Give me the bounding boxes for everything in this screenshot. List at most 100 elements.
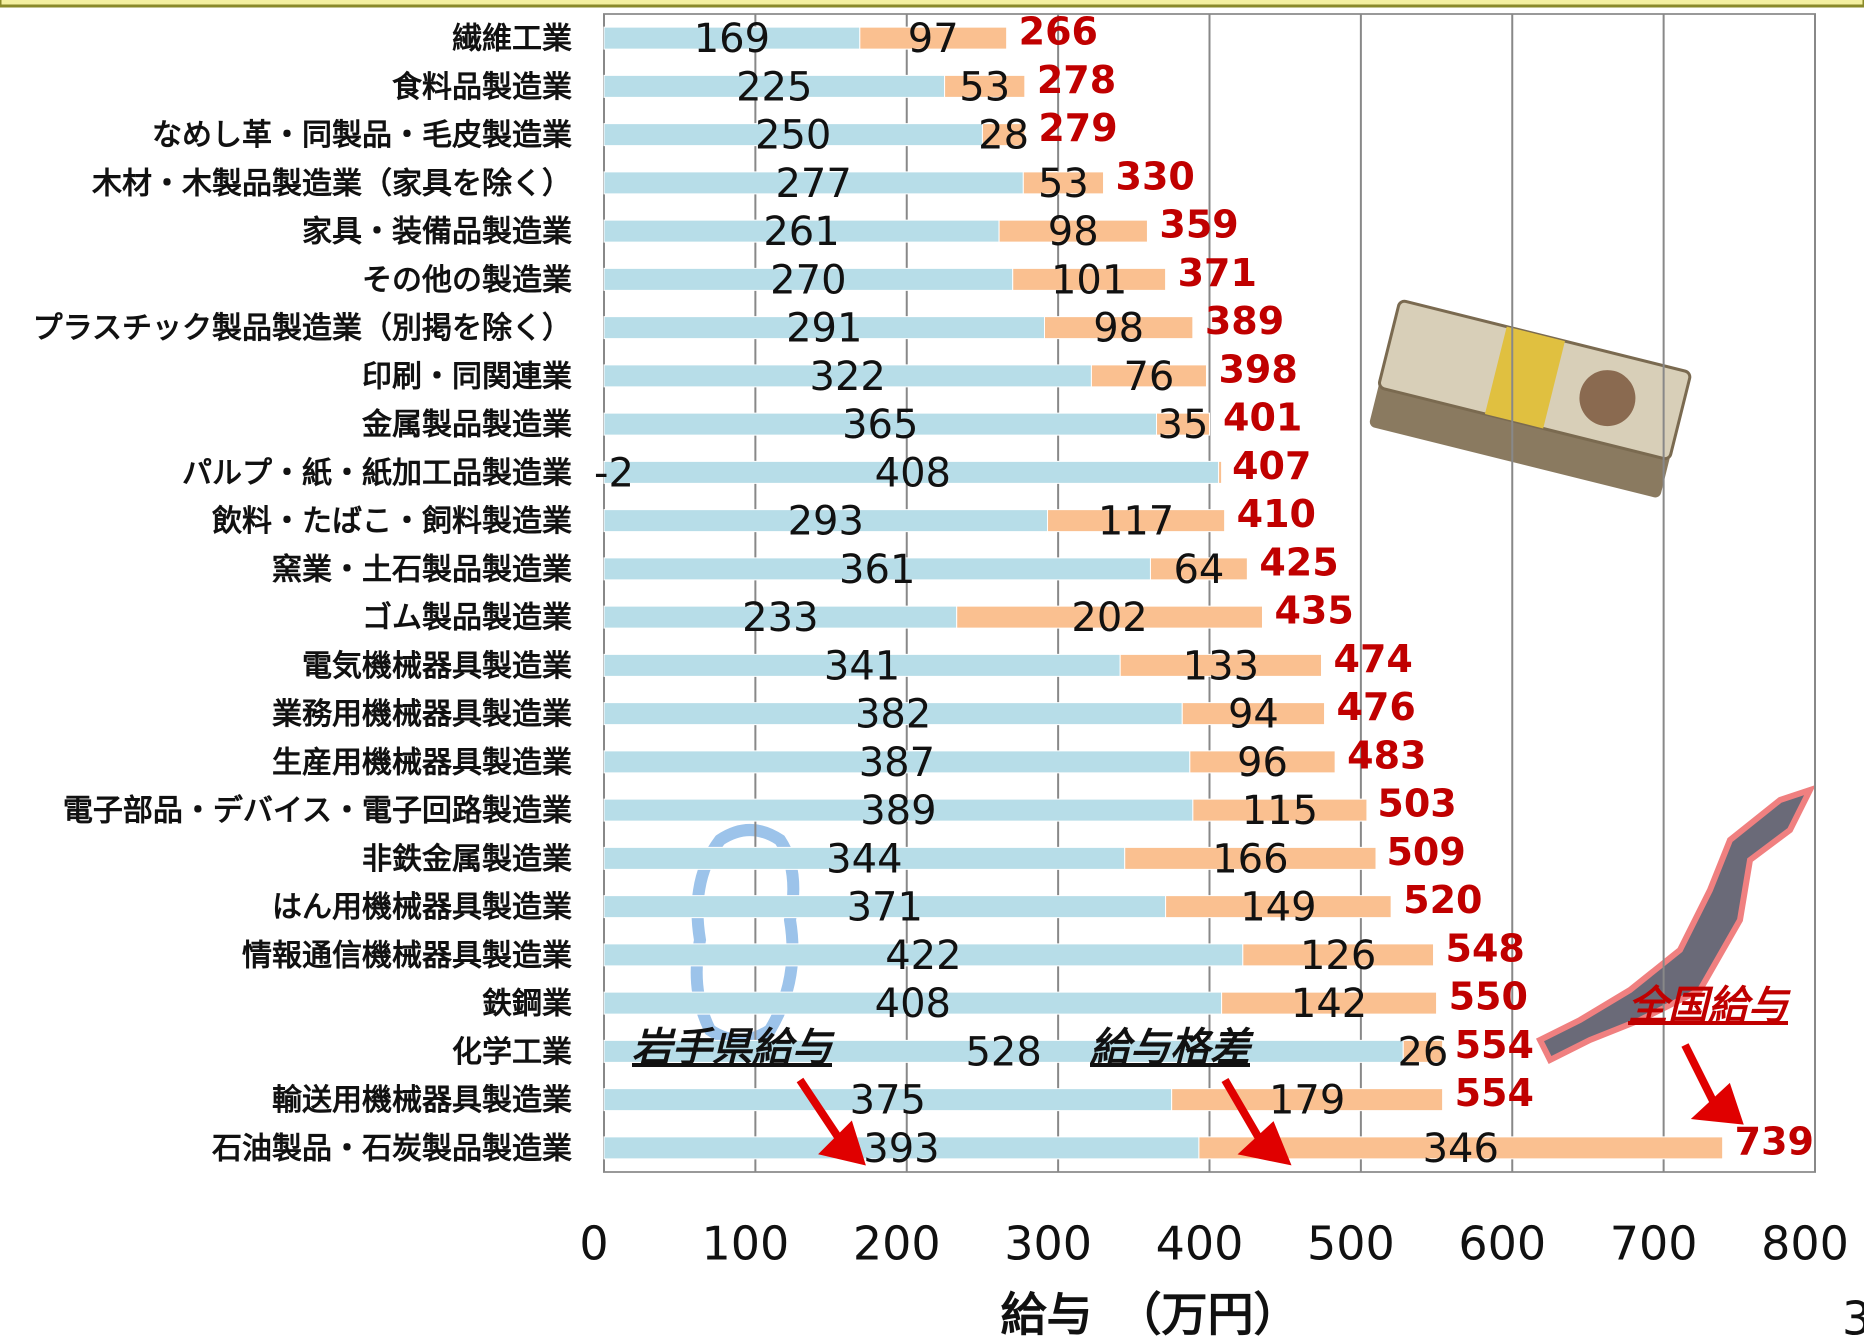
bar-segment xyxy=(859,26,1008,50)
header-band xyxy=(0,0,1864,8)
total-label: 401 xyxy=(1223,396,1302,440)
total-label: 554 xyxy=(1455,1071,1534,1115)
value-label: 408 xyxy=(875,450,951,496)
total-label: 398 xyxy=(1218,347,1297,391)
y-tick-label: 窯業・土石製品製造業 xyxy=(272,552,572,587)
bar-segment xyxy=(1149,557,1248,581)
total-label: 359 xyxy=(1159,203,1238,247)
value-label: 97 xyxy=(908,16,959,62)
total-label: 509 xyxy=(1386,830,1465,874)
value-label: 117 xyxy=(1098,499,1174,545)
x-tick-label: 300 xyxy=(1004,1217,1092,1271)
total-label: 550 xyxy=(1449,975,1528,1019)
bar-segment xyxy=(1242,943,1435,967)
y-tick-label: 生産用機械器具製造業 xyxy=(272,745,572,780)
y-tick-label: その他の製造業 xyxy=(362,263,572,298)
value-label: 96 xyxy=(1237,740,1288,786)
total-label: 278 xyxy=(1037,58,1116,102)
bar-segment xyxy=(1124,846,1377,870)
iwate-map xyxy=(690,824,800,1046)
value-label: 35 xyxy=(1158,402,1209,448)
x-tick-label: 700 xyxy=(1610,1217,1698,1271)
value-label: 250 xyxy=(755,113,831,159)
y-tick-label: 繊維工業 xyxy=(452,22,572,57)
bar-segment xyxy=(1181,702,1326,726)
y-tick-label: ゴム製品製造業 xyxy=(362,601,572,636)
y-tick-label: 電子部品・デバイス・電子回路製造業 xyxy=(63,794,572,829)
y-tick-label: パルプ・紙・紙加工品製造業 xyxy=(182,456,572,491)
total-label: 389 xyxy=(1205,299,1284,343)
total-label: 474 xyxy=(1334,637,1413,681)
x-tick-label: 200 xyxy=(853,1217,941,1271)
total-label: 266 xyxy=(1019,10,1098,54)
value-label: 179 xyxy=(1269,1078,1345,1124)
annotation: 岩手県給与 xyxy=(632,1025,835,1071)
money-image xyxy=(1369,299,1692,498)
total-label: 371 xyxy=(1178,251,1257,295)
total-label: 520 xyxy=(1403,878,1482,922)
total-label: 554 xyxy=(1455,1023,1534,1067)
x-tick-label: 600 xyxy=(1458,1217,1546,1271)
bar-segment xyxy=(1218,460,1223,484)
total-label: 279 xyxy=(1038,106,1117,150)
y-tick-label: 情報通信機械器具製造業 xyxy=(242,938,572,973)
value-label: 26 xyxy=(1397,1029,1448,1075)
value-label: 422 xyxy=(885,933,961,979)
arrows xyxy=(796,1043,1744,1166)
value-label: 371 xyxy=(847,885,923,931)
bar-segment xyxy=(1165,895,1392,919)
value-label: 225 xyxy=(736,64,812,110)
value-label: -2 xyxy=(594,450,634,496)
y-tick-label: なめし革・同製品・毛皮製造業 xyxy=(152,118,572,153)
value-label: 98 xyxy=(1093,306,1144,352)
value-label: 382 xyxy=(855,692,931,738)
value-label: 53 xyxy=(1038,161,1089,207)
value-label: 166 xyxy=(1212,836,1288,882)
bar-segment xyxy=(1090,364,1207,388)
value-label: 142 xyxy=(1291,981,1367,1027)
value-label: 528 xyxy=(965,1029,1041,1075)
y-tick-label: 食料品製造業 xyxy=(392,70,572,105)
bar-segment xyxy=(1221,991,1438,1015)
total-label: 435 xyxy=(1274,589,1353,633)
total-label: 407 xyxy=(1232,444,1311,488)
bar-segment xyxy=(1402,1039,1444,1063)
value-label: 98 xyxy=(1048,209,1099,255)
y-tick-label: 鉄鋼業 xyxy=(482,987,572,1022)
y-tick-label: 木材・木製品製造業（家具を除く） xyxy=(91,166,572,201)
y-tick-label: 家具・装備品製造業 xyxy=(302,215,572,250)
bar-segment xyxy=(1012,267,1167,291)
y-tick-label: はん用機械器具製造業 xyxy=(272,890,572,925)
bar-segment xyxy=(1047,509,1226,533)
bar-segment xyxy=(1044,316,1194,340)
value-label: 169 xyxy=(694,16,770,62)
value-label: 202 xyxy=(1071,595,1147,641)
y-tick-label: 非鉄金属製造業 xyxy=(362,842,572,877)
bar-segment xyxy=(944,74,1026,98)
total-label: 739 xyxy=(1735,1119,1814,1163)
value-label: 101 xyxy=(1051,257,1127,303)
y-tick-label: 輸送用機械器具製造業 xyxy=(272,1083,572,1118)
y-tick-label: 金属製品製造業 xyxy=(361,408,572,443)
y-tick-label: 石油製品・石炭製品製造業 xyxy=(211,1131,572,1166)
value-label: 344 xyxy=(826,836,902,882)
bar-segment xyxy=(1198,1136,1724,1160)
value-label: 76 xyxy=(1123,354,1174,400)
value-label: 341 xyxy=(824,643,900,689)
y-tick-label: 化学工業 xyxy=(452,1035,572,1070)
y-tick-label: 電気機械器具製造業 xyxy=(302,649,572,684)
value-label: 261 xyxy=(763,209,839,255)
value-label: 115 xyxy=(1242,788,1318,834)
value-label: 149 xyxy=(1240,885,1316,931)
value-label: 291 xyxy=(786,306,862,352)
y-tick-label: プラスチック製品製造業（別掲を除く） xyxy=(33,311,572,346)
bar-segment xyxy=(1022,171,1105,195)
x-tick-label: 400 xyxy=(1156,1217,1244,1271)
value-label: 126 xyxy=(1300,933,1376,979)
total-label: 410 xyxy=(1237,492,1316,536)
value-label: 53 xyxy=(959,64,1010,110)
value-label: 346 xyxy=(1423,1126,1499,1172)
total-label: 476 xyxy=(1337,685,1416,729)
value-label: 389 xyxy=(860,788,936,834)
